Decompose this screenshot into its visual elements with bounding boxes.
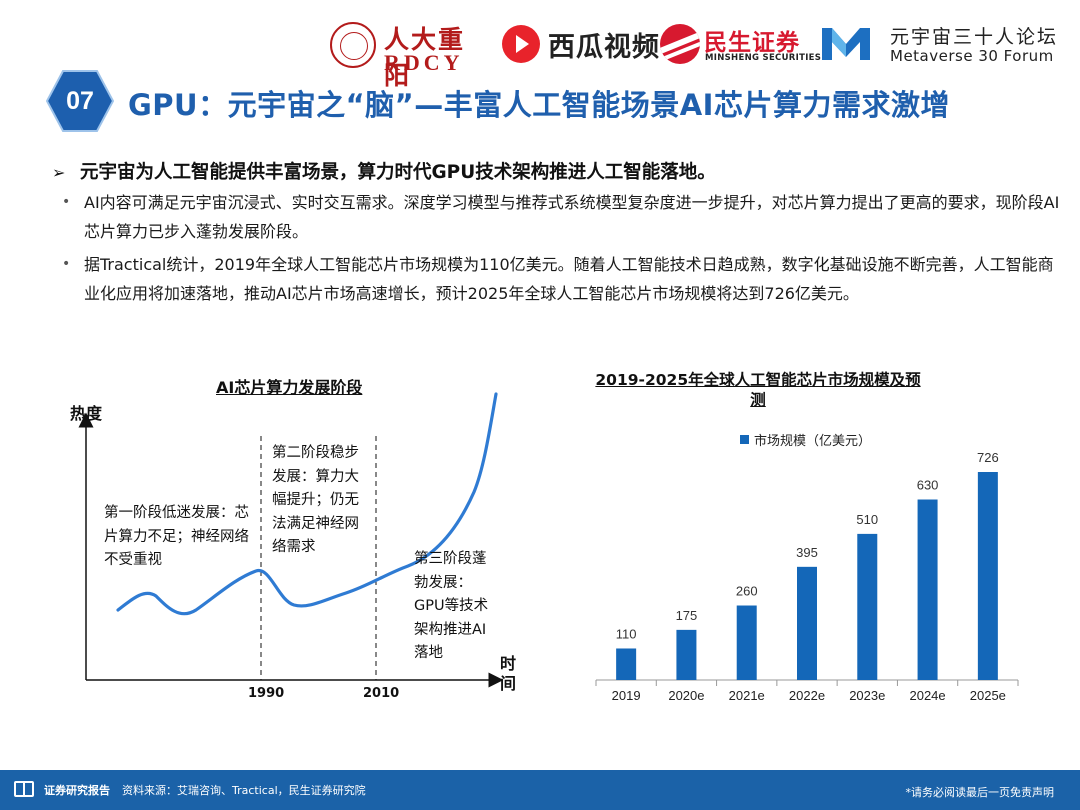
rdcy-logo-text: 人大重阳 [384,25,466,90]
bar-2019 [616,648,637,680]
bullet-item: • AI内容可满足元宇宙沉浸式、实时交互需求。深度学习模型与推荐式系统模型复杂度… [62,188,1062,246]
stage-diagram-title: AI芯片算力发展阶段 [216,378,363,397]
lead-statement: ➢ 元宇宙为人工智能提供丰富场景，算力时代GPU技术架构推进人工智能落地。 [52,158,716,184]
heat-curve [116,392,498,616]
y-axis-label: 热度 [70,404,103,423]
book-icon [14,781,34,797]
stage-1-note: 第一阶段低迷发展：芯片算力不足；神经网络不受重视 [104,505,249,568]
chart-title: 2019-2025年全球人工智能芯片市场规模及预测 [595,371,921,409]
metaverse-m-icon [822,28,870,60]
bar-chart-canvas: 110 2019 175 2020e 260 2021e 395 2022e 510 2023e 6… [595,450,1019,703]
footer-disclaimer: *请务必阅读最后一页免责声明 [905,786,1055,799]
rdcy-seal-icon [330,22,376,68]
chart-legend: 市场规模（亿美元） [740,430,871,449]
milestone-2010: 2010 [363,686,400,701]
section-number: 07 [66,87,94,115]
stage-diagram-canvas [78,392,504,688]
data-label-2023e: 510 [856,512,878,527]
bullet-dot-icon: • [62,256,71,272]
data-label-2021e: 260 [736,584,758,599]
tick-label-2023e: 2023e [849,688,885,703]
ai-chip-market-chart: 2019-2025年全球人工智能芯片市场规模及预测 市场规模（亿美元） 110 2… [588,368,1048,708]
bullet-text: AI内容可满足元宇宙沉浸式、实时交互需求。深度学习模型与推荐式系统模型复杂度进一… [84,193,1060,241]
page-title: GPU：元宇宙之“脑”—丰富人工智能场景AI芯片算力需求激增 [128,88,950,122]
legend-swatch [740,435,749,444]
tick-label-2021e: 2021e [729,688,765,703]
lead-text: 元宇宙为人工智能提供丰富场景，算力时代GPU技术架构推进人工智能落地。 [80,162,716,183]
bullet-text: 据Tractical统计，2019年全球人工智能芯片市场规模为110亿美元。随着… [84,255,1054,303]
milestone-1990: 1990 [248,686,285,701]
xigua-play-icon [502,25,540,63]
hexagon-icon [46,70,114,132]
ai-chip-stage-diagram: AI芯片算力发展阶段 热度 时间 1990 2010 第一阶段低迷发展：芯片算力… [56,368,526,718]
data-label-2020e: 175 [676,608,698,623]
data-label-2022e: 395 [796,545,818,560]
data-label-2024e: 630 [917,478,939,493]
bar-2020e [676,629,697,680]
minsheng-emblem-icon [660,24,700,64]
section-number-badge: 07 [46,70,114,132]
metaverse-logo-text: 元宇宙三十人论坛 [890,26,1059,48]
legend-label: 市场规模（亿美元） [754,434,872,449]
rdcy-logo-en: RDCY [384,50,464,75]
x-axis-label: 时间 [500,654,517,693]
data-label-2019: 110 [616,626,637,641]
bar-2022e [797,566,817,680]
tick-label-2024e: 2024e [909,688,945,703]
footer-brand: 证券研究报告 [44,784,110,797]
arrow-bullet-icon: ➢ [52,163,66,182]
tick-label-2025e: 2025e [970,688,1006,703]
bar-2025e [977,472,998,680]
bullet-dot-icon: • [62,194,71,210]
footer-bar: 证券研究报告 资料来源：艾瑞咨询、Tractical，民生证券研究院 *请务必阅读… [0,770,1080,810]
stage-2-note: 第二阶段稳步发展：算力大幅提升；仍无法满足神经网络需求 [272,445,359,555]
bar-2024e [917,499,938,680]
minsheng-logo-text: 民生证券 [704,30,800,56]
tick-label-2022e: 2022e [789,688,825,703]
stage-3-note: 第三阶段蓬勃发展：GPU等技术架构推进AI落地 [414,551,489,661]
footer-source-text: 资料来源：艾瑞咨询、Tractical，民生证券研究院 [122,784,366,797]
xigua-logo: 西瓜视频 [502,24,660,64]
bar-2021e [736,605,757,680]
xigua-logo-text: 西瓜视频 [548,31,660,63]
bullet-item: • 据Tractical统计，2019年全球人工智能芯片市场规模为110亿美元。… [62,250,1062,308]
minsheng-logo-en: MINSHENG SECURITIES [705,53,822,63]
data-label-2025e: 726 [977,450,999,465]
bullet-list: • AI内容可满足元宇宙沉浸式、实时交互需求。深度学习模型与推荐式系统模型复杂度… [62,188,1062,312]
tick-label-2019: 2019 [612,688,641,703]
rdcy-logo: 人大重阳 RDCY [330,22,490,90]
tick-label-2020e: 2020e [668,688,704,703]
footer-source: 证券研究报告 资料来源：艾瑞咨询、Tractical，民生证券研究院 [44,782,366,798]
metaverse-logo-en: Metaverse 30 Forum [890,47,1054,65]
bar-2023e [857,533,878,680]
